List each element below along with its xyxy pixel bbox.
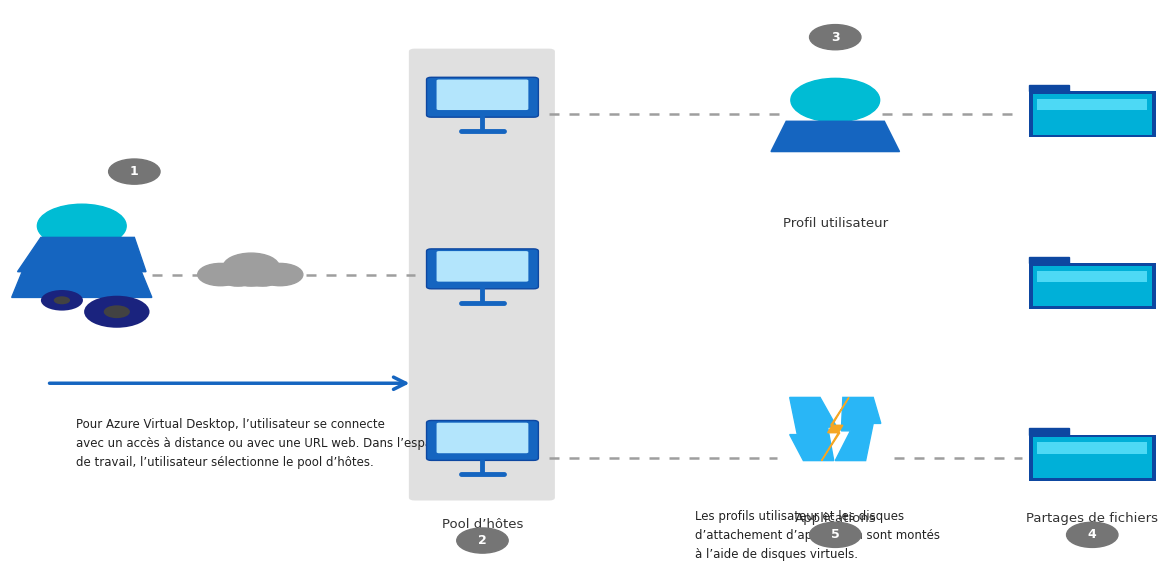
Text: Les profils utilisateur et les disques
d’attachement d’application sont montés
à: Les profils utilisateur et les disques d… xyxy=(696,510,940,561)
Text: Pour Azure Virtual Desktop, l’utilisateur se connecte
avec un accès à distance o: Pour Azure Virtual Desktop, l’utilisateu… xyxy=(76,418,445,468)
FancyBboxPatch shape xyxy=(427,249,538,289)
Text: 4: 4 xyxy=(1088,529,1096,541)
Circle shape xyxy=(231,267,270,286)
Circle shape xyxy=(219,267,257,286)
Text: Partages de fichiers: Partages de fichiers xyxy=(1026,512,1159,525)
FancyBboxPatch shape xyxy=(437,80,529,110)
Circle shape xyxy=(1067,522,1117,547)
FancyBboxPatch shape xyxy=(427,77,538,117)
Circle shape xyxy=(85,296,149,328)
Circle shape xyxy=(38,204,126,248)
FancyBboxPatch shape xyxy=(1033,266,1152,306)
Circle shape xyxy=(54,296,70,304)
Circle shape xyxy=(457,528,508,553)
FancyBboxPatch shape xyxy=(1033,94,1152,134)
FancyBboxPatch shape xyxy=(427,420,538,460)
FancyBboxPatch shape xyxy=(437,423,529,453)
Polygon shape xyxy=(1029,85,1069,92)
Polygon shape xyxy=(1029,428,1069,435)
Text: Applications: Applications xyxy=(794,512,877,525)
Polygon shape xyxy=(771,121,900,152)
Text: Profil utilisateur: Profil utilisateur xyxy=(783,217,888,231)
FancyBboxPatch shape xyxy=(409,49,555,500)
Polygon shape xyxy=(835,398,881,460)
FancyBboxPatch shape xyxy=(1038,99,1147,110)
FancyBboxPatch shape xyxy=(1029,92,1156,137)
Text: 1: 1 xyxy=(130,165,139,178)
Text: 5: 5 xyxy=(831,529,840,541)
FancyBboxPatch shape xyxy=(1038,271,1147,282)
Polygon shape xyxy=(18,237,146,272)
Circle shape xyxy=(108,159,160,184)
FancyBboxPatch shape xyxy=(1029,435,1156,480)
FancyBboxPatch shape xyxy=(437,251,529,281)
FancyBboxPatch shape xyxy=(1033,438,1152,478)
Circle shape xyxy=(197,263,243,285)
Text: Pool d’hôtes: Pool d’hôtes xyxy=(442,518,523,531)
Polygon shape xyxy=(821,398,848,460)
Circle shape xyxy=(791,78,880,122)
Circle shape xyxy=(257,263,303,285)
Circle shape xyxy=(810,522,861,547)
Text: 3: 3 xyxy=(831,31,840,43)
Text: 2: 2 xyxy=(478,534,486,547)
Polygon shape xyxy=(12,269,152,297)
Circle shape xyxy=(810,25,861,50)
FancyBboxPatch shape xyxy=(1029,263,1156,309)
Circle shape xyxy=(41,290,83,311)
Circle shape xyxy=(223,253,280,281)
Circle shape xyxy=(103,305,130,318)
FancyBboxPatch shape xyxy=(1038,442,1147,454)
Polygon shape xyxy=(1029,256,1069,263)
Circle shape xyxy=(243,267,282,286)
Polygon shape xyxy=(790,398,837,460)
